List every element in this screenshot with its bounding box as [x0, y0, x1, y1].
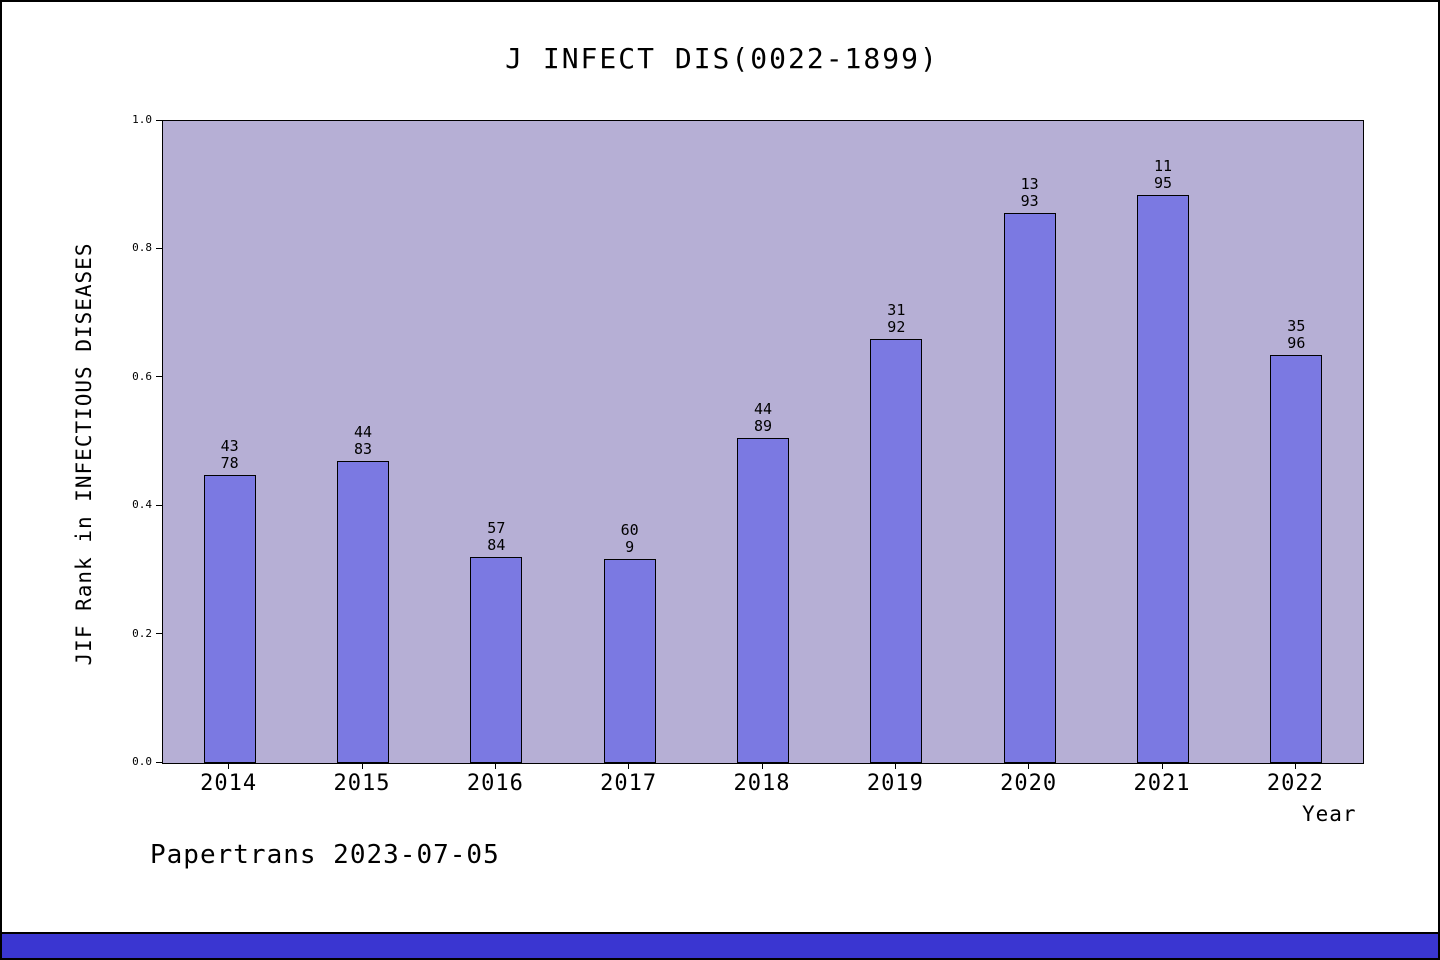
y-tick-mark — [156, 119, 162, 121]
x-tick-label: 2018 — [733, 771, 791, 796]
bar-value-label: 44 89 — [753, 400, 773, 435]
y-axis-layer: 0.0 0.2 0.4 0.6 0.8 1.0 — [92, 113, 162, 768]
bottom-strip — [2, 932, 1438, 958]
bar-value-label: 31 92 — [887, 301, 906, 336]
x-tick-mark — [1028, 763, 1030, 769]
x-tick-mark — [1294, 763, 1296, 769]
x-tick-label: 2022 — [1266, 771, 1324, 796]
watermark-text: Papertrans 2023-07-05 — [150, 840, 500, 870]
x-axis-label: Year — [1302, 802, 1357, 826]
bar-value-label: 35 96 — [1287, 317, 1306, 352]
x-tick-label: 2020 — [1000, 771, 1058, 796]
bar-value-label: 11 95 — [1153, 157, 1173, 192]
x-tick-mark — [361, 763, 363, 769]
bar — [203, 475, 256, 763]
x-tick-label: 2016 — [466, 771, 524, 796]
bar — [1270, 355, 1323, 763]
y-tick-label: 0.0 — [132, 755, 152, 768]
bar-value-label: 43 78 — [220, 437, 239, 472]
bar — [737, 438, 789, 763]
y-tick-mark — [156, 504, 162, 506]
x-tick-label: 2014 — [200, 771, 258, 796]
y-tick-mark — [156, 761, 162, 763]
x-tick-label: 2019 — [866, 771, 924, 796]
x-tick-mark — [628, 763, 630, 769]
x-tick-mark — [894, 763, 896, 769]
bar-value-label: 57 84 — [487, 519, 506, 554]
bar — [603, 559, 656, 763]
x-tick-mark — [1161, 763, 1163, 769]
x-axis-layer: 2014 2015 2016 2017 2018 2019 2020 2021 2022 — [162, 763, 1362, 843]
x-tick-mark — [494, 763, 496, 769]
bar — [1003, 213, 1056, 763]
y-tick-mark — [156, 633, 162, 635]
bar-value-label: 44 83 — [353, 423, 373, 458]
bar — [470, 557, 523, 763]
plot-area: 43 78 44 83 57 84 60 9 44 89 31 92 13 93 11 95 3… — [162, 120, 1364, 764]
x-tick-mark — [228, 763, 230, 769]
x-tick-mark — [761, 763, 763, 769]
x-tick-label: 2021 — [1133, 771, 1191, 796]
y-tick-mark — [156, 247, 162, 249]
x-tick-label: 2015 — [333, 771, 391, 796]
y-tick-label: 0.2 — [132, 626, 152, 640]
y-tick-label: 1.0 — [132, 113, 152, 126]
bar-value-label: 13 93 — [1020, 175, 1039, 210]
y-tick-label: 0.4 — [132, 498, 152, 512]
bar — [337, 461, 389, 763]
bar — [870, 339, 923, 763]
bar-value-label: 60 9 — [620, 521, 639, 556]
x-tick-label: 2017 — [600, 771, 658, 796]
y-tick-mark — [156, 376, 162, 378]
y-tick-label: 0.6 — [132, 369, 152, 383]
bar — [1137, 195, 1189, 763]
chart-title: J INFECT DIS(0022-1899) — [505, 42, 939, 75]
y-tick-label: 0.8 — [132, 241, 152, 255]
